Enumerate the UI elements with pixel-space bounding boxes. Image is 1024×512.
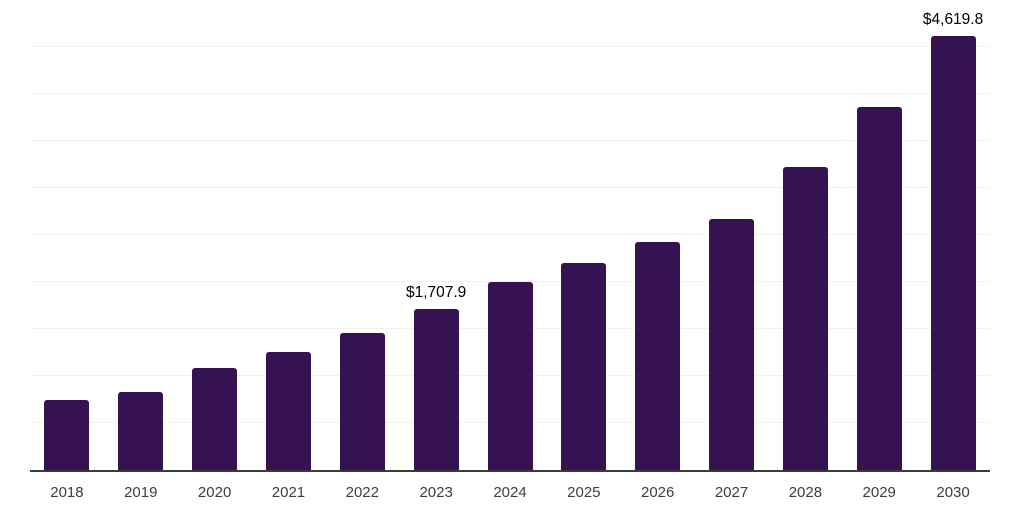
x-tick-label-2019: 2019 [124, 484, 158, 501]
bar-2020 [192, 368, 238, 470]
gridline [30, 187, 990, 188]
x-tick-label-2020: 2020 [197, 484, 232, 501]
bar-2027 [709, 218, 755, 470]
plot-area: $1,707.9 $4,619.8 [30, 0, 990, 472]
x-tick-label-2024: 2024 [493, 484, 527, 501]
x-axis: 2018 2019 2020 2021 2022 2023 2024 2025 2026 2027… [30, 472, 990, 510]
bar-value-label-2023: $1,707.9 [405, 284, 467, 302]
bar-2025 [561, 263, 607, 470]
x-tick-label-2026: 2026 [641, 484, 675, 501]
bar-2018 [44, 400, 90, 470]
bar-2028 [782, 167, 828, 470]
bar-2026 [635, 242, 681, 470]
x-tick-label-2025: 2025 [567, 484, 601, 501]
x-tick-label-2029: 2029 [862, 484, 896, 501]
x-tick-label-2018: 2018 [50, 484, 84, 501]
gridline [30, 93, 990, 94]
bar-2030 [930, 35, 976, 470]
x-tick-label-2022: 2022 [345, 484, 379, 501]
bar-value-label-2030: $4,619.8 [922, 10, 984, 28]
bar-2019 [118, 391, 164, 470]
x-tick-label-2023: 2023 [419, 484, 453, 501]
bar-2029 [856, 106, 902, 470]
gridline [30, 234, 990, 235]
bar-2024 [487, 281, 533, 470]
x-tick-label-2021: 2021 [271, 484, 306, 501]
gridline [30, 46, 990, 47]
bar-2021 [265, 351, 311, 470]
bar-2022 [339, 332, 385, 470]
bar-2023 [413, 309, 459, 470]
gridline [30, 140, 990, 141]
gridline [30, 281, 990, 282]
x-tick-label-2027: 2027 [714, 484, 749, 501]
x-tick-label-2030: 2030 [936, 484, 970, 501]
x-tick-label-2028: 2028 [788, 484, 823, 501]
